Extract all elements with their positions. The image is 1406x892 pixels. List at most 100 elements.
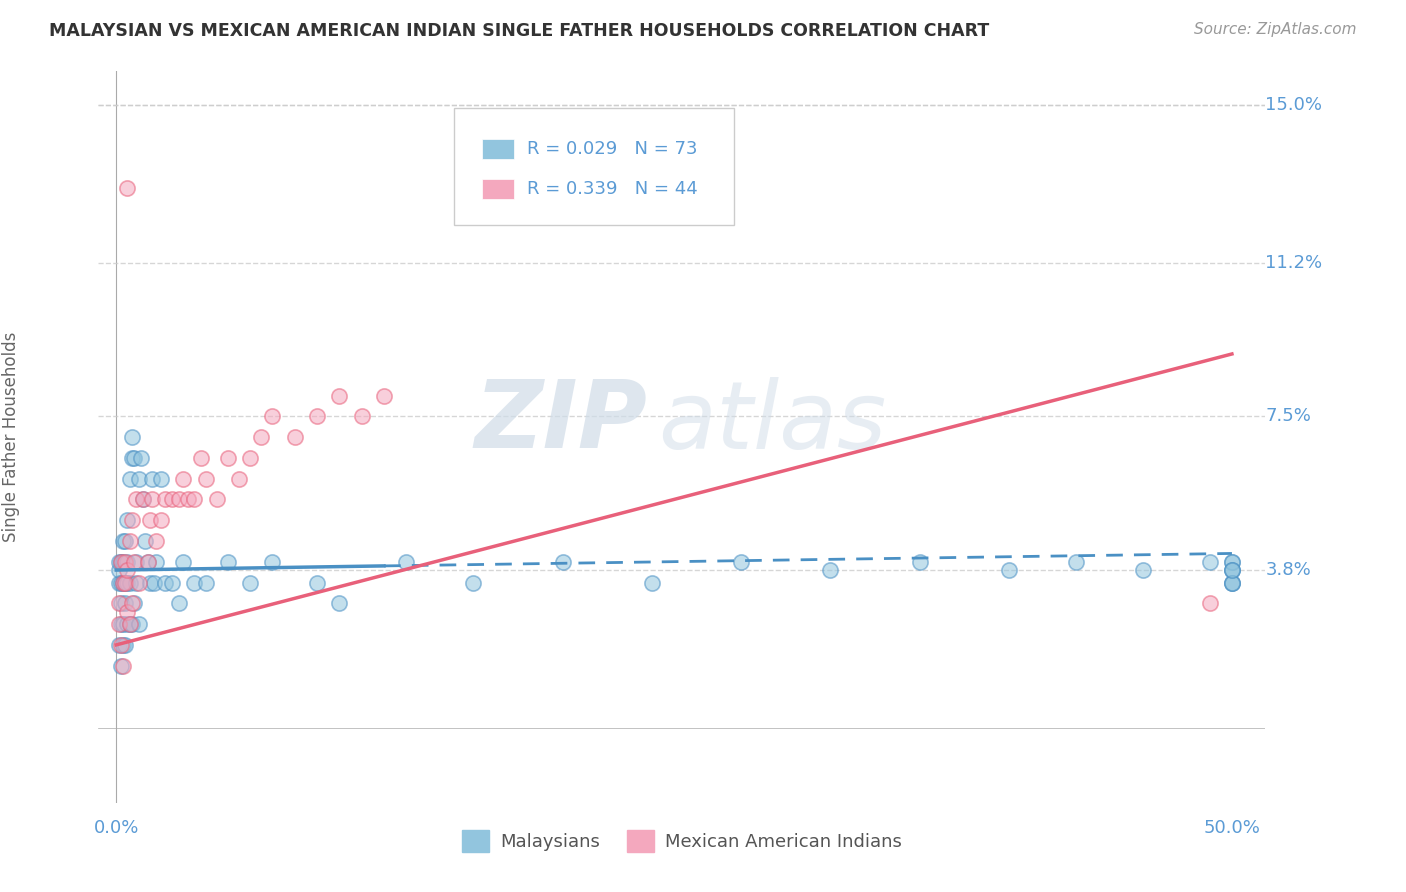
- Point: [107, 575, 129, 590]
- Point: [172, 555, 194, 569]
- Point: [167, 492, 190, 507]
- Point: [117, 605, 139, 619]
- Point: [132, 492, 155, 507]
- Point: [117, 555, 139, 569]
- Point: [111, 533, 134, 548]
- Text: Source: ZipAtlas.com: Source: ZipAtlas.com: [1194, 22, 1357, 37]
- Point: [132, 492, 155, 507]
- Point: [114, 575, 136, 590]
- Point: [328, 388, 350, 402]
- Point: [1220, 575, 1243, 590]
- Point: [1220, 563, 1243, 577]
- Text: atlas: atlas: [658, 377, 887, 468]
- Point: [149, 472, 172, 486]
- Point: [117, 180, 139, 194]
- Text: 11.2%: 11.2%: [1265, 253, 1323, 271]
- Point: [183, 575, 205, 590]
- Point: [111, 658, 134, 673]
- Point: [118, 575, 141, 590]
- Point: [155, 492, 177, 507]
- Point: [176, 492, 198, 507]
- Point: [118, 472, 141, 486]
- Point: [149, 513, 172, 527]
- Point: [110, 596, 132, 610]
- Point: [128, 472, 150, 486]
- Text: 15.0%: 15.0%: [1265, 95, 1323, 113]
- Point: [463, 575, 485, 590]
- Point: [205, 492, 228, 507]
- Point: [117, 563, 139, 577]
- Point: [139, 575, 162, 590]
- Point: [551, 555, 574, 569]
- FancyBboxPatch shape: [482, 139, 513, 159]
- Point: [128, 575, 150, 590]
- Point: [118, 617, 141, 632]
- Point: [139, 513, 162, 527]
- Point: [143, 575, 166, 590]
- Point: [172, 472, 194, 486]
- Point: [121, 430, 143, 444]
- Text: R = 0.339   N = 44: R = 0.339 N = 44: [527, 180, 697, 198]
- Point: [262, 409, 284, 424]
- Point: [111, 617, 134, 632]
- Point: [114, 638, 136, 652]
- Point: [136, 555, 159, 569]
- Point: [136, 555, 159, 569]
- Point: [262, 555, 284, 569]
- Legend: Malaysians, Mexican American Indians: Malaysians, Mexican American Indians: [456, 823, 908, 860]
- Point: [110, 555, 132, 569]
- Text: 3.8%: 3.8%: [1265, 561, 1312, 579]
- Point: [111, 575, 134, 590]
- Point: [250, 430, 273, 444]
- Point: [217, 555, 239, 569]
- Point: [395, 555, 418, 569]
- Point: [239, 575, 262, 590]
- Point: [228, 472, 250, 486]
- Point: [121, 617, 143, 632]
- Point: [373, 388, 395, 402]
- Point: [307, 575, 329, 590]
- Point: [1198, 596, 1220, 610]
- FancyBboxPatch shape: [454, 108, 734, 225]
- Text: Single Father Households: Single Father Households: [1, 332, 20, 542]
- Point: [1220, 563, 1243, 577]
- Point: [167, 596, 190, 610]
- Point: [217, 450, 239, 465]
- Point: [111, 555, 134, 569]
- Point: [997, 563, 1019, 577]
- Point: [1220, 555, 1243, 569]
- Point: [122, 555, 145, 569]
- Point: [145, 533, 167, 548]
- Point: [134, 533, 156, 548]
- Point: [122, 596, 145, 610]
- Point: [129, 450, 152, 465]
- Point: [145, 555, 167, 569]
- Point: [307, 409, 329, 424]
- Point: [194, 575, 217, 590]
- Point: [1220, 563, 1243, 577]
- Point: [117, 617, 139, 632]
- Point: [125, 555, 148, 569]
- Point: [1064, 555, 1087, 569]
- Point: [114, 596, 136, 610]
- Point: [908, 555, 931, 569]
- Point: [284, 430, 307, 444]
- Point: [730, 555, 752, 569]
- Point: [190, 450, 212, 465]
- Point: [125, 492, 148, 507]
- Point: [155, 575, 177, 590]
- Point: [107, 638, 129, 652]
- Point: [107, 563, 129, 577]
- Point: [114, 575, 136, 590]
- Point: [121, 596, 143, 610]
- Point: [107, 555, 129, 569]
- Point: [160, 575, 183, 590]
- Point: [820, 563, 842, 577]
- Text: MALAYSIAN VS MEXICAN AMERICAN INDIAN SINGLE FATHER HOUSEHOLDS CORRELATION CHART: MALAYSIAN VS MEXICAN AMERICAN INDIAN SIN…: [49, 22, 990, 40]
- Point: [111, 575, 134, 590]
- Point: [641, 575, 664, 590]
- Point: [1220, 575, 1243, 590]
- Point: [114, 533, 136, 548]
- Text: 7.5%: 7.5%: [1265, 408, 1312, 425]
- Point: [122, 450, 145, 465]
